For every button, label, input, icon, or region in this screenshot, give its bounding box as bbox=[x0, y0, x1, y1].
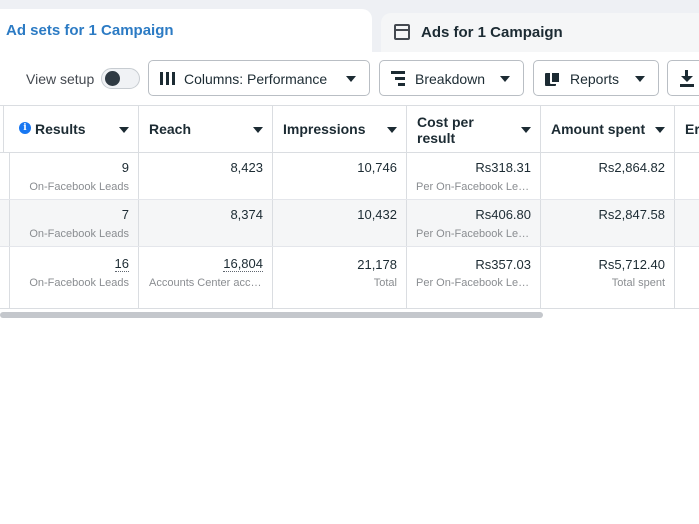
header-amount-spent-label: Amount spent bbox=[551, 121, 646, 137]
table-row[interactable]: 9 On-Facebook Leads 8,423 10,746 Rs318.3… bbox=[0, 153, 699, 200]
header-cost-line2: result bbox=[417, 130, 456, 146]
header-amount-spent[interactable]: Amount spent bbox=[541, 106, 675, 153]
toolbar: View setup Columns: Performance Breakdow… bbox=[0, 52, 699, 105]
tab-ad-sets[interactable]: Ad sets for 1 Campaign bbox=[0, 9, 372, 52]
cost-sub: Per On-Facebook Leads bbox=[416, 228, 533, 240]
header-results-label: Results bbox=[35, 121, 86, 137]
chevron-down-icon bbox=[635, 76, 645, 82]
header-reach-label: Reach bbox=[149, 121, 192, 137]
view-setup-toggle[interactable] bbox=[101, 68, 140, 89]
header-impressions[interactable]: Impressions bbox=[273, 106, 407, 153]
header-spacer bbox=[0, 106, 4, 153]
tab-ad-sets-label: Ad sets for 1 Campaign bbox=[6, 22, 174, 39]
results-value: 9 bbox=[121, 160, 129, 175]
total-cost-value: Rs357.03 bbox=[475, 257, 531, 272]
header-reach[interactable]: Reach bbox=[139, 106, 273, 153]
header-results[interactable]: i Results bbox=[4, 106, 139, 153]
ad-frame-icon bbox=[394, 24, 410, 40]
chevron-down-icon bbox=[500, 76, 510, 82]
results-sub: On-Facebook Leads bbox=[29, 228, 129, 240]
cost-sub: Per On-Facebook Leads bbox=[416, 181, 533, 193]
table-header: i Results Reach Impressions Cost per res… bbox=[0, 105, 699, 153]
info-icon[interactable]: i bbox=[19, 122, 31, 134]
total-impressions-sub: Total bbox=[373, 277, 397, 289]
header-cost-label: Cost per result bbox=[417, 114, 474, 146]
chevron-down-icon bbox=[346, 76, 356, 82]
sort-caret-icon[interactable] bbox=[655, 127, 665, 133]
header-next-column[interactable]: Er bbox=[675, 106, 699, 153]
tab-bar: Ad sets for 1 Campaign Ads for 1 Campaig… bbox=[0, 9, 699, 52]
total-reach-value[interactable]: 16,804 bbox=[223, 256, 263, 272]
sort-caret-icon[interactable] bbox=[119, 127, 129, 133]
results-value: 7 bbox=[121, 207, 129, 222]
header-cost-line1: Cost per bbox=[417, 114, 474, 130]
total-cost-sub: Per On-Facebook Leads bbox=[416, 277, 533, 289]
reach-value: 8,374 bbox=[230, 207, 263, 222]
download-icon bbox=[680, 70, 694, 87]
reports-button[interactable]: Reports bbox=[533, 60, 659, 96]
horizontal-scrollbar[interactable] bbox=[0, 312, 543, 318]
results-sub: On-Facebook Leads bbox=[29, 181, 129, 193]
total-spent-value: Rs5,712.40 bbox=[598, 257, 666, 272]
amount-spent-value: Rs2,847.58 bbox=[598, 207, 666, 222]
impressions-value: 10,746 bbox=[357, 160, 397, 175]
top-strip bbox=[0, 0, 699, 9]
tab-ads-label: Ads for 1 Campaign bbox=[421, 24, 563, 41]
sort-caret-icon[interactable] bbox=[387, 127, 397, 133]
tab-ads[interactable]: Ads for 1 Campaign bbox=[381, 13, 699, 52]
columns-icon bbox=[160, 72, 176, 85]
reports-label: Reports bbox=[570, 71, 620, 87]
header-impressions-label: Impressions bbox=[283, 121, 366, 137]
total-reach-sub: Accounts Center accounts bbox=[149, 277, 267, 289]
sort-caret-icon[interactable] bbox=[253, 127, 263, 133]
table-total-row: 16 On-Facebook Leads 16,804 Accounts Cen… bbox=[0, 247, 699, 309]
total-spent-sub: Total spent bbox=[611, 277, 665, 289]
sort-caret-icon[interactable] bbox=[521, 127, 531, 133]
table-row[interactable]: 7 On-Facebook Leads 8,374 10,432 Rs406.8… bbox=[0, 200, 699, 247]
amount-spent-value: Rs2,864.82 bbox=[598, 160, 666, 175]
cost-value: Rs406.80 bbox=[475, 207, 531, 222]
breakdown-label: Breakdown bbox=[415, 71, 486, 87]
impressions-value: 10,432 bbox=[357, 207, 397, 222]
cost-value: Rs318.31 bbox=[475, 160, 531, 175]
reach-value: 8,423 bbox=[230, 160, 263, 175]
breakdown-button[interactable]: Breakdown bbox=[379, 60, 524, 96]
total-results-value[interactable]: 16 bbox=[114, 256, 129, 272]
header-next-label: Er bbox=[685, 121, 699, 137]
columns-button[interactable]: Columns: Performance bbox=[148, 60, 370, 96]
toggle-knob bbox=[105, 71, 120, 86]
total-impressions-value: 21,178 bbox=[357, 257, 397, 272]
columns-label: Columns: Performance bbox=[184, 71, 328, 87]
view-setup-label: View setup bbox=[26, 71, 95, 87]
header-cost-per-result[interactable]: Cost per result bbox=[407, 106, 541, 153]
breakdown-icon bbox=[391, 71, 407, 86]
total-results-sub: On-Facebook Leads bbox=[29, 277, 129, 289]
reports-icon bbox=[545, 71, 561, 87]
export-button[interactable] bbox=[667, 60, 699, 96]
